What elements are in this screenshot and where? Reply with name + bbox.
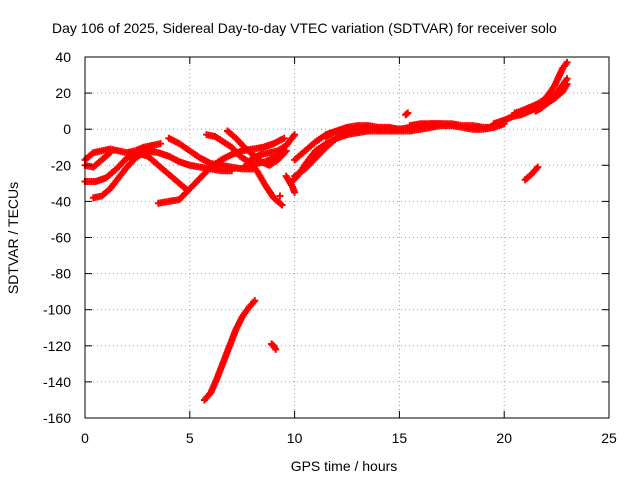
series-track-g (144, 147, 236, 175)
grid-lines (85, 57, 609, 418)
y-tick-label: -60 (51, 230, 71, 246)
x-tick-label: 15 (392, 430, 408, 446)
series-track-x (402, 109, 412, 119)
data-point (251, 297, 259, 305)
y-tick-label: -40 (51, 193, 71, 209)
x-tick-label: 20 (496, 430, 512, 446)
series-track-y (282, 172, 299, 196)
y-tick-label: 20 (55, 85, 71, 101)
series-track-v (200, 297, 259, 404)
y-tick-label: 40 (55, 49, 71, 65)
series-track-t (532, 75, 571, 115)
data-point (534, 163, 542, 171)
y-axis-label: SDTVAR / TECUs (5, 182, 21, 294)
y-tick-label: -140 (43, 374, 71, 390)
series-track-c (89, 145, 156, 202)
data-point (404, 109, 412, 117)
y-tick-label: -120 (43, 338, 71, 354)
data-point (291, 188, 299, 196)
data-point (278, 201, 286, 209)
series-track-z (276, 192, 284, 200)
data-point (291, 131, 299, 139)
series-track-e (154, 134, 288, 207)
data-point (563, 75, 571, 83)
data-point (106, 149, 114, 157)
series-track-u (521, 163, 542, 184)
axis-ticks: 0 5 10 15 20 25 -160 -140 -120 -100 -80 -60 -40 -20 0 2… (43, 49, 617, 446)
x-tick-label: 10 (287, 430, 303, 446)
chart-title: Day 106 of 2025, Sidereal Day-to-day VTE… (52, 20, 557, 36)
data-point (280, 134, 288, 142)
y-tick-label: -160 (43, 410, 71, 426)
series-track-k (244, 158, 286, 209)
series-track-w (268, 340, 280, 353)
x-tick-label: 25 (601, 430, 617, 446)
data-point (276, 192, 284, 200)
data-point (272, 345, 280, 353)
series-track-s (532, 58, 571, 110)
y-tick-label: -20 (51, 157, 71, 173)
y-tick-label: -80 (51, 266, 71, 282)
series-track-b (81, 149, 190, 193)
y-tick-label: 0 (63, 121, 71, 137)
x-tick-label: 5 (186, 430, 194, 446)
x-axis-label: GPS time / hours (291, 458, 398, 474)
y-tick-label: -100 (43, 302, 71, 318)
data-point (156, 140, 164, 148)
series-track-p (406, 120, 498, 131)
data-point (563, 58, 571, 66)
data-points (81, 58, 571, 404)
x-tick-label: 0 (81, 430, 89, 446)
data-point (228, 167, 236, 175)
